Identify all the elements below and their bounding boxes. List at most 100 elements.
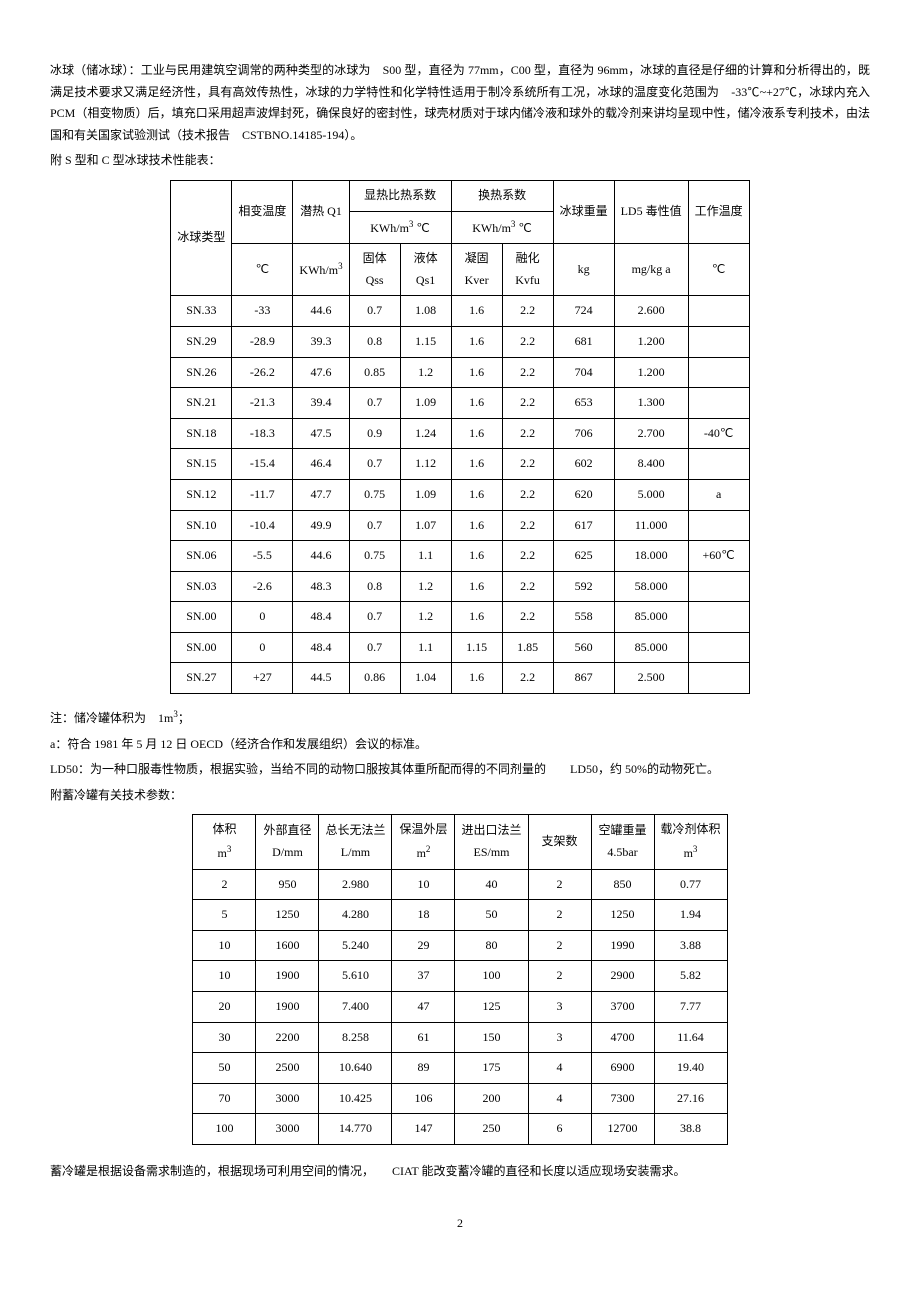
table1-header: 冰球类型 相变温度 潜热 Q1 显热比热系数 换热系数 冰球重量 LD5 毒性值… [171,180,749,295]
table-cell: -28.9 [232,326,293,357]
table-cell: -21.3 [232,388,293,419]
table-cell: 4.280 [319,900,392,931]
table-cell: 1.04 [400,663,451,694]
table-cell: 1250 [591,900,654,931]
table-row: 50250010.640891754690019.40 [193,1053,727,1084]
table-cell: 18.000 [614,541,688,572]
table-cell: 2.2 [502,571,553,602]
table-cell: 2.2 [502,479,553,510]
table-cell: 704 [553,357,614,388]
note-ld50: LD50：为一种口服毒性物质，根据实验，当给不同的动物口服按其体重所配而得的不同… [50,759,870,781]
table-cell: 70 [193,1083,256,1114]
table-cell: 1.6 [451,541,502,572]
table-cell: 46.4 [293,449,349,480]
th-freeze: 凝固Kver [451,244,502,296]
table-cell: 4 [528,1053,591,1084]
th-melt: 融化Kvfu [502,244,553,296]
table-cell: 3 [528,1022,591,1053]
table-row: 70300010.4251062004730027.16 [193,1083,727,1114]
table-cell: 2.2 [502,296,553,327]
table-cell: 1.09 [400,479,451,510]
table-cell: -15.4 [232,449,293,480]
table-cell [688,296,749,327]
table-cell: 724 [553,296,614,327]
table-cell: 250 [455,1114,528,1145]
th2-volume: 体积m3 [193,815,256,869]
table-cell: 1.12 [400,449,451,480]
th-weight-unit: kg [553,244,614,296]
note-a: a：符合 1981 年 5 月 12 日 OECD（经济合作和发展组织）会议的标… [50,734,870,756]
table-cell: 1.09 [400,388,451,419]
table-cell: 0.9 [349,418,400,449]
page-number: 2 [50,1213,870,1235]
table-cell: SN.18 [171,418,232,449]
table-cell: 47.5 [293,418,349,449]
table-cell: 27.16 [654,1083,727,1114]
table-cell: 867 [553,663,614,694]
table-cell: 3000 [256,1083,319,1114]
table-cell: 617 [553,510,614,541]
table-cell: 0.8 [349,571,400,602]
table-cell: 12700 [591,1114,654,1145]
table-cell: 558 [553,602,614,633]
th-liquid: 液体Qs1 [400,244,451,296]
table-cell: 0.7 [349,602,400,633]
th-latent-unit: KWh/m3 [293,244,349,296]
tank-spec-table: 体积m3 外部直径D/mm 总长无法兰L/mm 保温外层m2 进出口法兰ES/m… [192,814,727,1145]
paragraph-intro: 冰球（储冰球）：工业与民用建筑空调常的两种类型的冰球为 S00 型，直径为 77… [50,60,870,146]
table-cell: 7.400 [319,992,392,1023]
table-cell [688,510,749,541]
table-cell: 39.3 [293,326,349,357]
table-cell: 2 [193,869,256,900]
table1-caption: 附 S 型和 C 型冰球技术性能表： [50,150,870,172]
th-sensible-unit: KWh/m3 ℃ [349,211,451,244]
table-cell: 20 [193,992,256,1023]
table-cell: SN.15 [171,449,232,480]
th-work-temp-unit: ℃ [688,244,749,296]
th-exchange-unit: KWh/m3 ℃ [451,211,553,244]
table-cell: 80 [455,930,528,961]
table-cell: 1900 [256,992,319,1023]
table-cell: -40℃ [688,418,749,449]
table-row: SN.27+2744.50.861.041.62.28672.500 [171,663,749,694]
table-cell: 1.2 [400,602,451,633]
table-cell: 2200 [256,1022,319,1053]
table-cell: 1990 [591,930,654,961]
table-cell [688,449,749,480]
table-cell: 950 [256,869,319,900]
table-row: SN.12-11.747.70.751.091.62.26205.000a [171,479,749,510]
th-phase-temp: 相变温度 [232,180,293,243]
table-cell: 1.6 [451,479,502,510]
table-cell: -26.2 [232,357,293,388]
table-cell: 1.200 [614,326,688,357]
table-cell: 14.770 [319,1114,392,1145]
table-cell: 5.240 [319,930,392,961]
table-cell: 1.6 [451,388,502,419]
table-cell: 40 [455,869,528,900]
table-cell: 592 [553,571,614,602]
table-cell: 2.980 [319,869,392,900]
table-row: SN.33-3344.60.71.081.62.27242.600 [171,296,749,327]
th-latent-heat: 潜热 Q1 [293,180,349,243]
th2-flange: 进出口法兰ES/mm [455,815,528,869]
table-cell: 706 [553,418,614,449]
table-cell: 5.000 [614,479,688,510]
table-cell: +27 [232,663,293,694]
table-cell: 3.88 [654,930,727,961]
table-row: SN.00048.40.71.11.151.8556085.000 [171,632,749,663]
table-cell: 11.64 [654,1022,727,1053]
table-cell: 47.7 [293,479,349,510]
table-cell: 10 [193,930,256,961]
table-cell: 2.2 [502,510,553,541]
table-cell: 47.6 [293,357,349,388]
table-cell: -2.6 [232,571,293,602]
table-cell: SN.03 [171,571,232,602]
table-cell: -5.5 [232,541,293,572]
table-cell: 8.258 [319,1022,392,1053]
table-cell: 19.40 [654,1053,727,1084]
table-cell: 10.640 [319,1053,392,1084]
table-row: 3022008.258611503470011.64 [193,1022,727,1053]
table-cell: 602 [553,449,614,480]
table-cell: 150 [455,1022,528,1053]
table-cell: 147 [392,1114,455,1145]
